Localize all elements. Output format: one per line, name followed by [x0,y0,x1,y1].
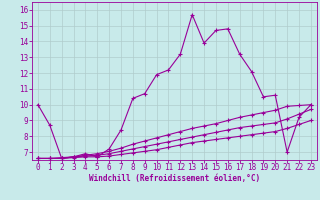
X-axis label: Windchill (Refroidissement éolien,°C): Windchill (Refroidissement éolien,°C) [89,174,260,183]
